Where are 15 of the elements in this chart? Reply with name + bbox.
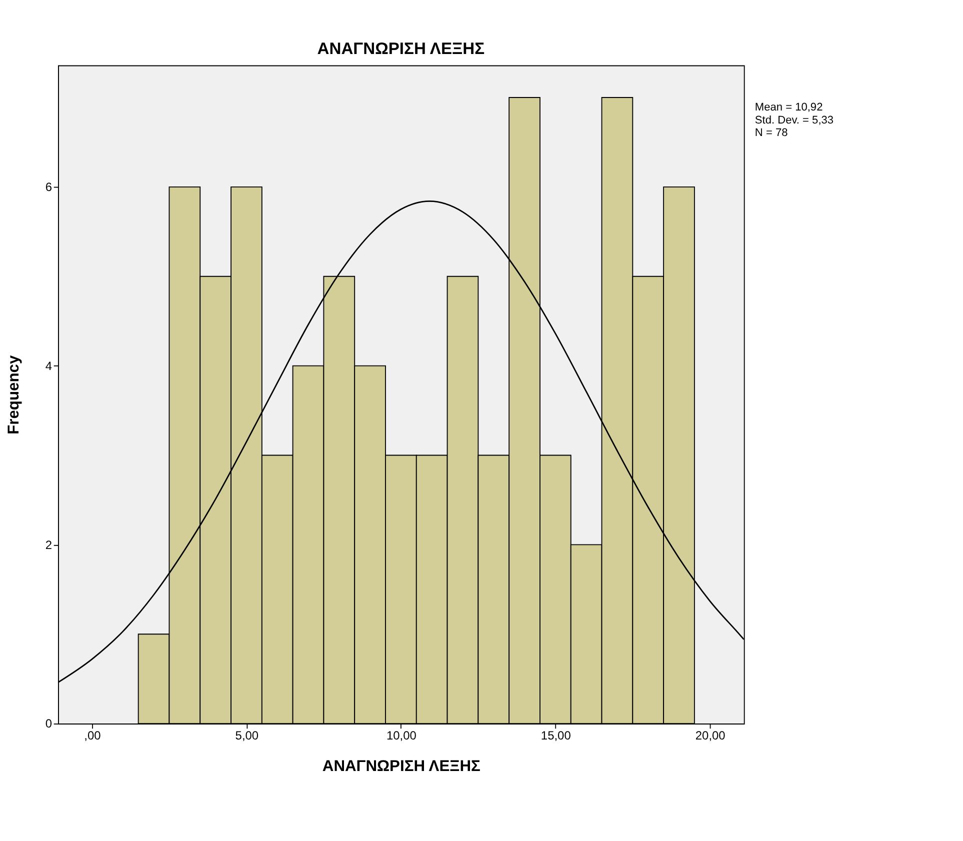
chart-title: ΑΝΑΓΝΩΡΙΣΗ ΛΕΞΗΣ bbox=[317, 39, 485, 58]
x-axis-title: ΑΝΑΓΝΩΡΙΣΗ ΛΕΞΗΣ bbox=[322, 758, 480, 775]
x-tick-label: 20,00 bbox=[695, 728, 726, 743]
x-tick-label: 10,00 bbox=[386, 728, 417, 743]
x-tick-label: 15,00 bbox=[540, 728, 572, 743]
x-tick-label: ,00 bbox=[84, 728, 102, 743]
y-tick-label: 2 bbox=[45, 538, 52, 552]
y-tick-label: 0 bbox=[45, 716, 52, 731]
text: Std. Dev. = 5,33 bbox=[754, 114, 834, 126]
text: Mean = 10,92 bbox=[754, 101, 823, 114]
y-tick-label: 4 bbox=[45, 358, 52, 373]
y-axis-title: Frequency bbox=[6, 355, 23, 434]
x-tick-label: 5,00 bbox=[235, 728, 259, 743]
text: N = 78 bbox=[754, 127, 788, 140]
y-tick-label: 6 bbox=[45, 180, 52, 194]
